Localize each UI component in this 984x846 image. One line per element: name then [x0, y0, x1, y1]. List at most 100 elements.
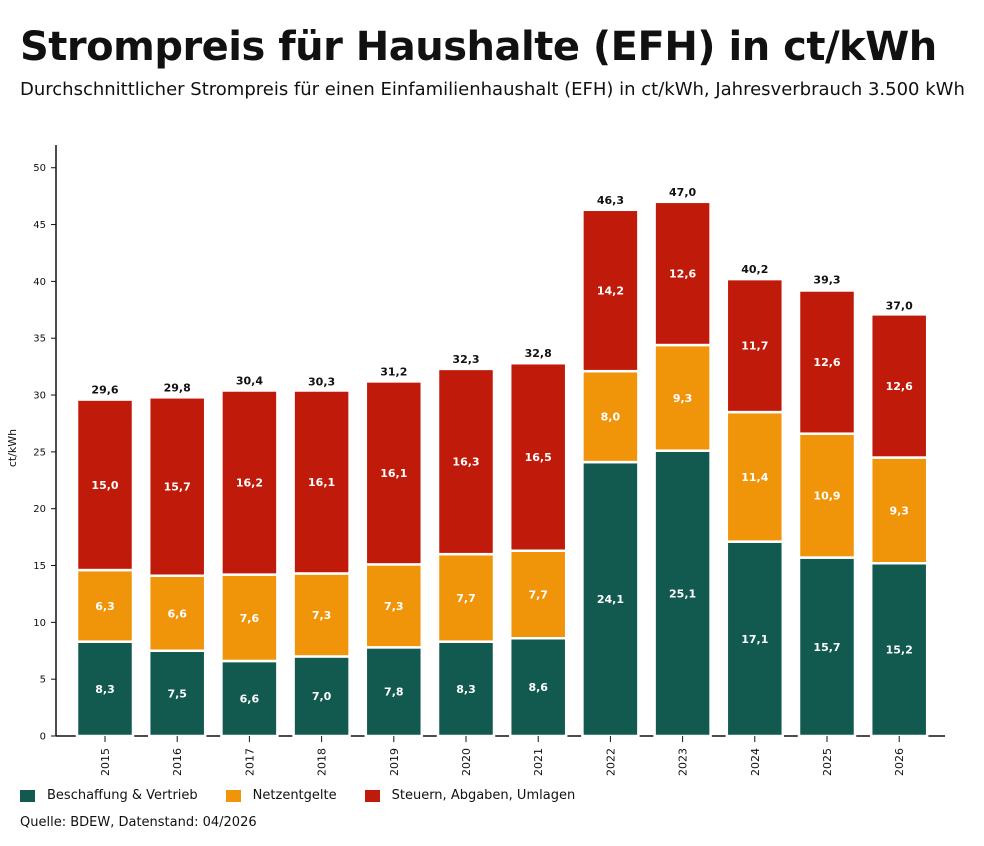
legend-label-steuern: Steuern, Abgaben, Umlagen [391, 788, 576, 803]
x-tick-label: 2024 [749, 748, 762, 776]
total-label: 29,8 [164, 381, 191, 394]
y-tick-label: 45 [33, 220, 46, 231]
x-tick-label: 2026 [893, 748, 906, 776]
data-label: 12,6 [886, 380, 913, 393]
bar-segment [220, 573, 279, 663]
x-tick-label: 2020 [460, 748, 473, 776]
legend-label-netzentgelte: Netzentgelte [252, 788, 337, 803]
bar-segment [508, 361, 568, 552]
x-tick-label: 2022 [604, 748, 617, 776]
bar-segment [364, 380, 424, 566]
x-tick-label: 2019 [388, 748, 401, 776]
data-label: 15,7 [813, 641, 840, 654]
x-tick-label: 2023 [677, 748, 690, 776]
chart-title: Strompreis für Haushalte (EFH) in ct/kWh [20, 24, 937, 70]
data-label: 7,3 [384, 600, 404, 613]
data-label: 12,6 [813, 356, 840, 369]
bar-segment [147, 396, 207, 577]
legend-item-steuern: Steuern, Abgaben, Umlagen [364, 788, 576, 803]
total-label: 30,3 [308, 376, 335, 389]
x-tick-label: 2015 [99, 748, 112, 776]
total-label: 30,4 [236, 374, 263, 387]
legend-label-beschaffung: Beschaffung & Vertrieb [47, 788, 198, 803]
y-tick-label: 20 [33, 504, 46, 515]
chart-subtitle: Durchschnittlicher Strompreis für einen … [20, 79, 965, 100]
data-label: 16,2 [236, 477, 263, 490]
total-label: 32,3 [452, 353, 479, 366]
y-tick-label: 35 [33, 334, 46, 345]
x-tick-label: 2018 [316, 748, 329, 776]
data-label: 25,1 [669, 587, 696, 600]
bar-segment [364, 646, 424, 738]
x-tick-label: 2016 [171, 748, 184, 776]
data-label: 9,3 [889, 504, 909, 517]
legend-swatch-netzentgelte [225, 789, 241, 802]
bar-segment [508, 637, 568, 738]
bar-segment [508, 549, 568, 640]
legend-item-netzentgelte: Netzentgelte [225, 788, 337, 803]
legend-item-beschaffung: Beschaffung & Vertrieb [20, 788, 198, 803]
legend-swatch-beschaffung [20, 789, 35, 802]
chart-legend: Beschaffung & Vertrieb Netzentgelte Steu… [20, 788, 603, 803]
x-tick-label: 2021 [532, 748, 545, 776]
data-label: 9,3 [673, 392, 693, 405]
total-label: 37,0 [886, 299, 913, 312]
bar-segment [797, 432, 857, 559]
data-label: 7,3 [312, 609, 332, 622]
source-note: Quelle: BDEW, Datenstand: 04/2026 [20, 815, 257, 830]
y-axis-label: ct/kWh [6, 429, 19, 467]
y-tick-label: 25 [33, 447, 46, 458]
data-label: 6,6 [240, 692, 260, 705]
bar-segment [75, 398, 135, 572]
bar-segment [869, 313, 929, 459]
y-tick-label: 15 [33, 561, 46, 572]
total-label: 32,8 [525, 347, 552, 360]
data-label: 7,0 [312, 690, 332, 703]
total-label: 39,3 [813, 273, 840, 286]
total-label: 31,2 [380, 365, 407, 378]
bar-segment [581, 369, 640, 464]
data-label: 8,6 [528, 681, 548, 694]
data-label: 24,1 [597, 593, 624, 606]
data-label: 15,0 [91, 479, 118, 492]
y-tick-label: 30 [33, 391, 46, 402]
bar-segment [147, 574, 207, 653]
total-label: 29,6 [91, 384, 118, 397]
data-label: 16,1 [308, 476, 335, 489]
data-label: 7,7 [528, 589, 548, 602]
data-label: 16,5 [525, 451, 552, 464]
bar-segment [436, 552, 496, 643]
data-label: 15,2 [886, 644, 913, 657]
y-tick-label: 5 [40, 675, 46, 686]
data-label: 15,7 [164, 481, 191, 494]
bar-segment [292, 389, 351, 575]
data-label: 11,4 [741, 471, 768, 484]
data-label: 8,3 [95, 683, 115, 696]
data-label: 8,3 [456, 683, 476, 696]
bar-segment [725, 277, 785, 414]
bar-segment [220, 389, 279, 576]
data-label: 16,3 [452, 456, 479, 469]
bar-segment [653, 200, 712, 347]
bar-segment [581, 208, 640, 373]
total-label: 47,0 [669, 186, 696, 199]
x-tick-label: 2025 [821, 748, 834, 776]
bar-segment [75, 568, 135, 643]
total-label: 46,3 [597, 194, 624, 207]
data-label: 7,7 [456, 592, 476, 605]
bar-segment [292, 572, 351, 658]
legend-swatch-steuern [364, 789, 380, 802]
y-tick-label: 50 [33, 163, 46, 174]
data-label: 17,1 [741, 633, 768, 646]
x-tick-label: 2017 [243, 748, 256, 776]
bar-segment [436, 367, 496, 556]
bar-segment [797, 289, 857, 435]
bar-segment [725, 410, 785, 543]
data-label: 7,6 [240, 612, 260, 625]
data-label: 6,3 [95, 600, 115, 613]
data-label: 10,9 [813, 490, 840, 503]
total-label: 40,2 [741, 263, 768, 276]
data-label: 7,5 [167, 687, 187, 700]
data-label: 8,0 [601, 411, 621, 424]
